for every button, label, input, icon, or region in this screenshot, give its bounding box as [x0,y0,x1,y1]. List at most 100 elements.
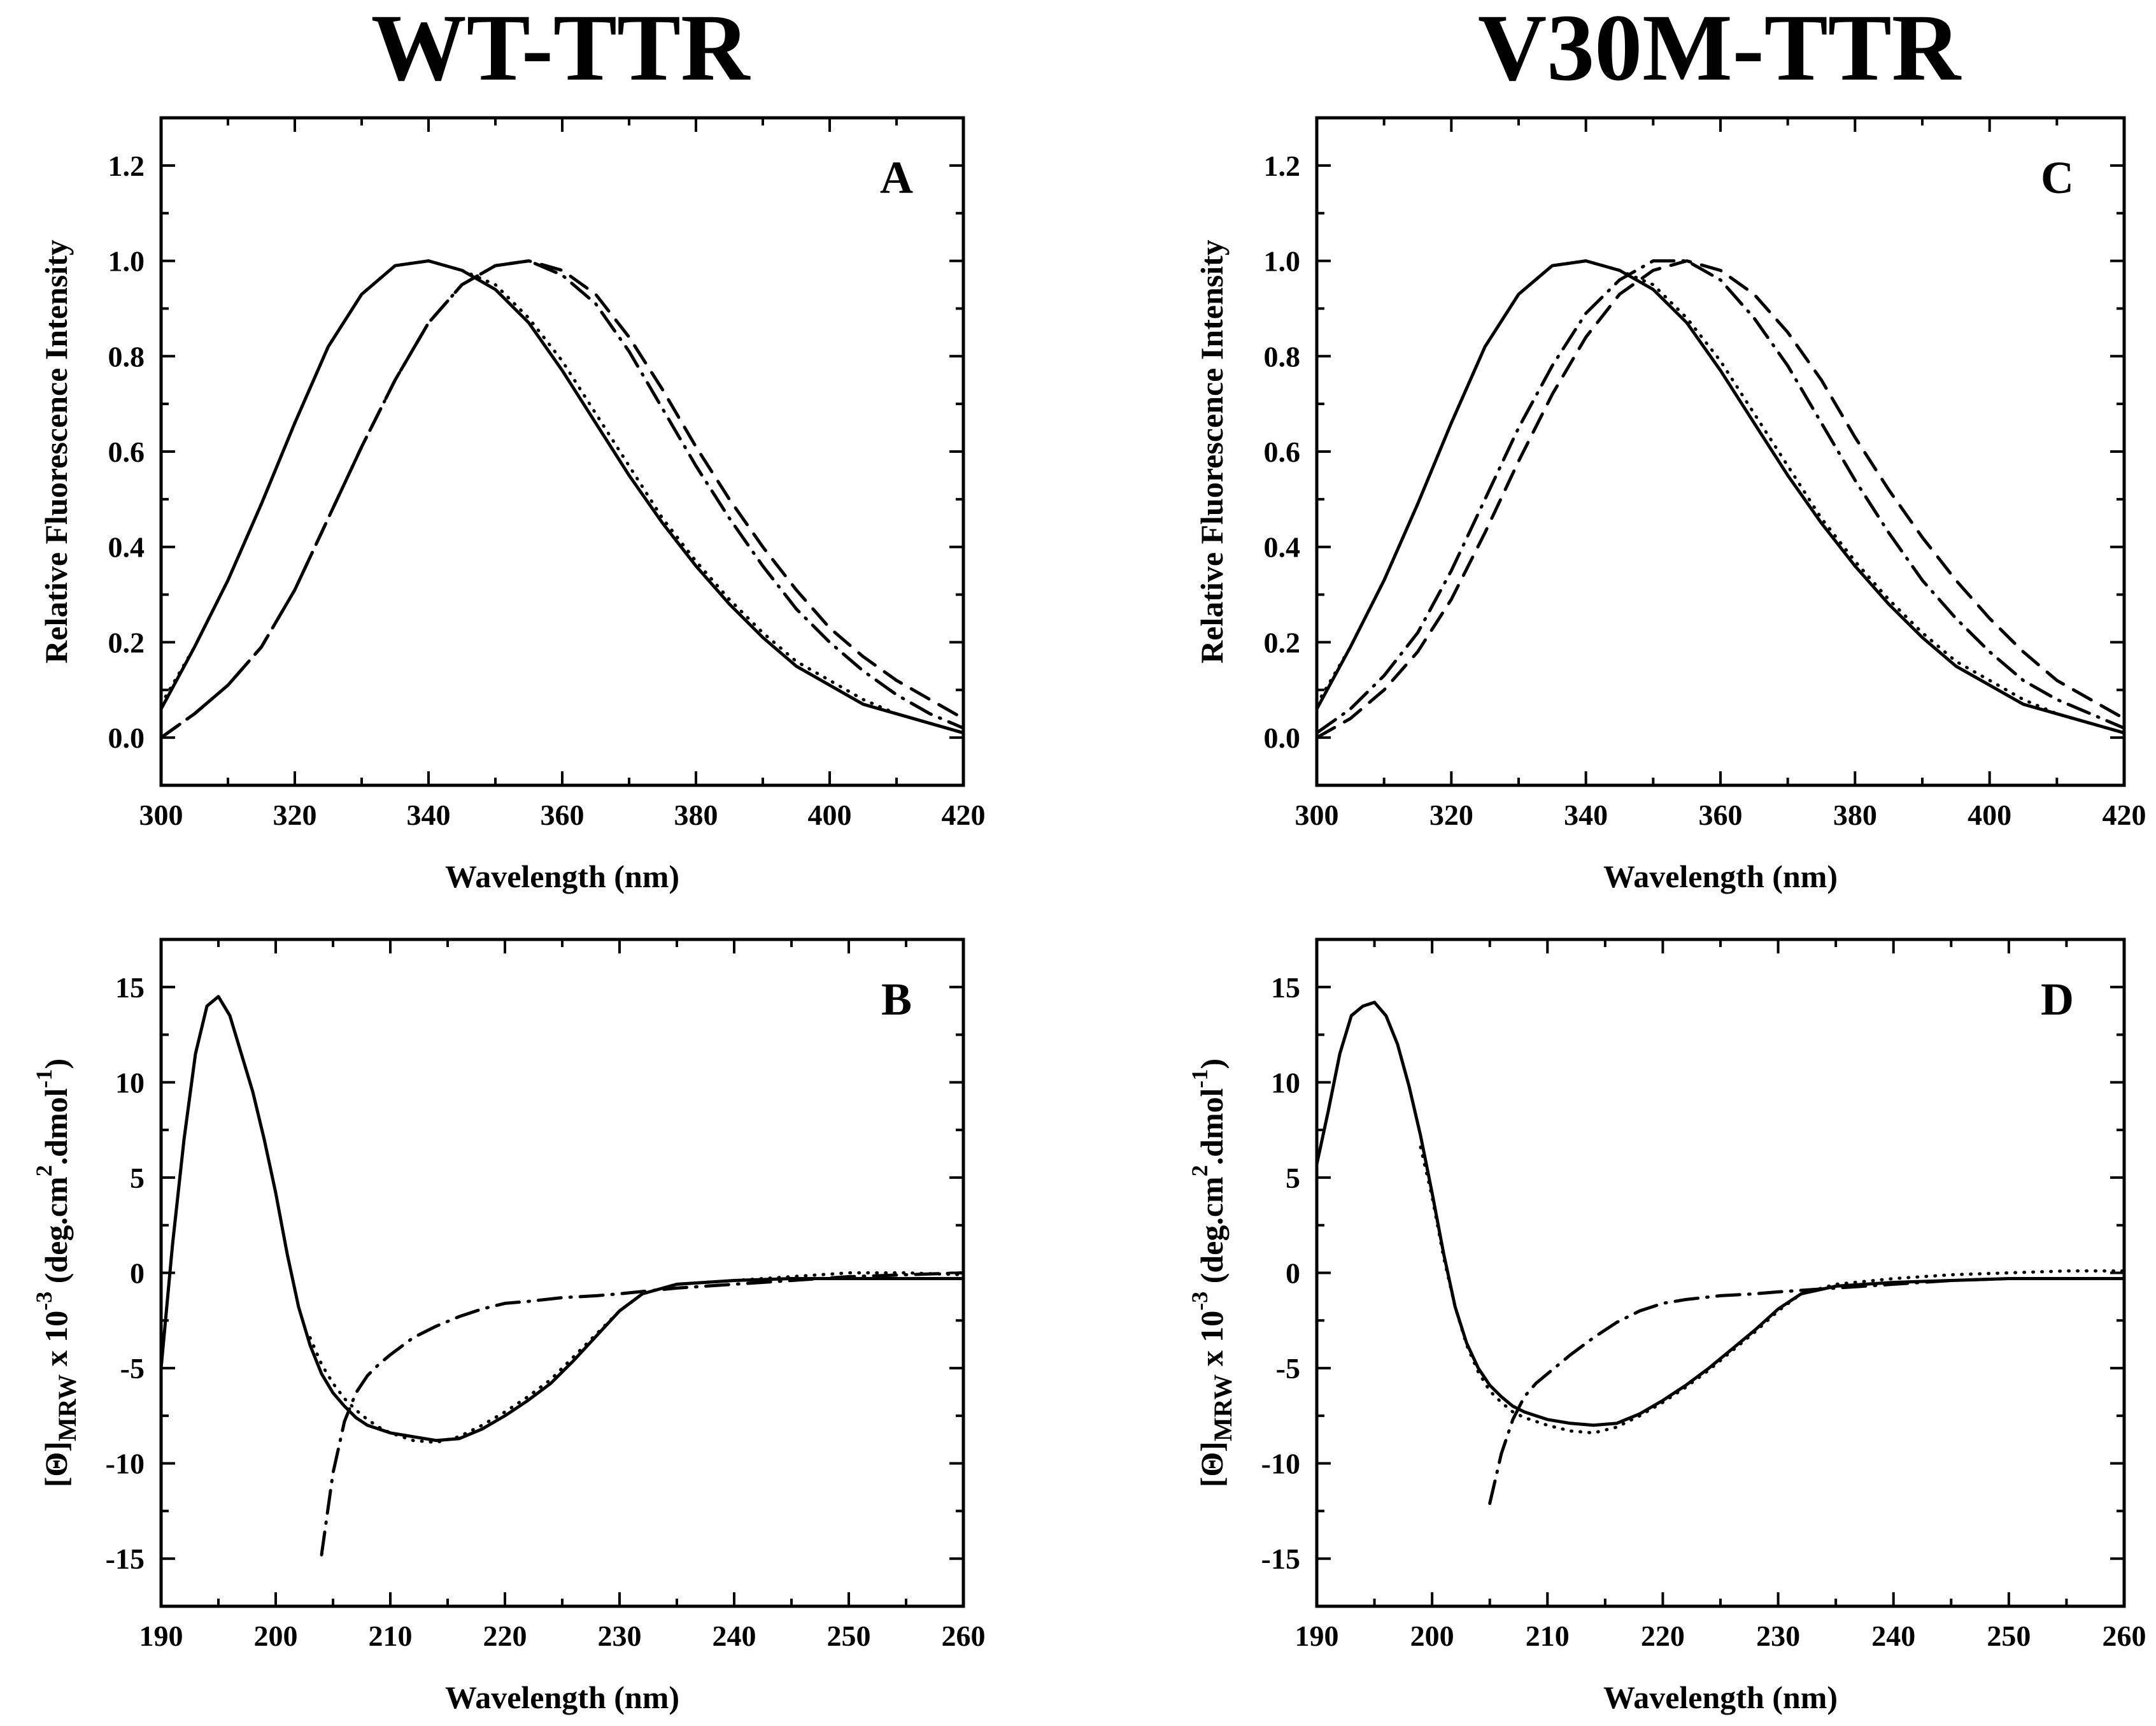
y-tick-label: -10 [1261,1448,1300,1480]
x-tick-label: 260 [2103,1620,2146,1652]
panel-d-cd-v30m: 190 200 210 220 230 240 250 260 -15 -10 -5 0 5 10 15 Wa… [1187,938,2146,1715]
y-tick-label: 0.8 [1264,340,1301,373]
panel-c-fluorescence-v30m: 300 320 340 360 380 400 420 0.0 0.2 0.4 0.6 0.8 1.0 1… [1194,116,2146,894]
panel-a-fluorescence-wt: 300 320 340 360 380 400 420 0.0 0.2 0.4 0.6 0.8 1.0 1… [38,116,986,894]
x-axis-label: Wavelength (nm) [1603,1680,1838,1715]
x-tick-label: 210 [1526,1620,1570,1652]
x-tick-label: 200 [254,1620,298,1652]
x-tick-label: 300 [139,799,183,831]
y-tick-label: 15 [115,971,145,1004]
x-tick-label: 250 [1987,1620,2031,1652]
y-tick-label: 0 [1286,1257,1300,1290]
x-tick-label: 240 [713,1620,756,1652]
x-tick-label: 320 [1429,799,1473,831]
y-tick-label: 15 [1271,971,1300,1004]
y-axis-label: Relative Fluorescence Intensity [1194,239,1230,664]
y-axis-label-part: .dmol [1194,1088,1230,1165]
x-tick-label: 360 [541,799,585,831]
y-axis-label-part: .dmol [38,1088,74,1165]
x-tick-label: 420 [2103,799,2146,831]
x-tick-label: 320 [273,799,317,831]
y-tick-label: 10 [115,1066,145,1099]
y-tick-label: 0.6 [108,436,145,468]
x-tick-label: 380 [674,799,718,831]
y-tick-label: 1.2 [108,150,145,182]
y-tick-label: 0 [130,1257,145,1290]
y-axis-label-part: -1 [31,1069,57,1088]
y-tick-label: 1.0 [1264,245,1301,278]
y-tick-label: -15 [106,1543,145,1575]
y-axis-label-part: 2 [31,1165,57,1176]
y-axis-label: [Θ]MRW x 10-3 (deg.cm2.dmol-1) [31,1059,82,1487]
x-tick-label: 340 [407,799,451,831]
x-tick-label: 230 [598,1620,642,1652]
y-axis-label-part: (deg.cm [1194,1176,1230,1292]
x-tick-label: 360 [1699,799,1743,831]
y-tick-label: 10 [1271,1066,1300,1099]
x-tick-label: 220 [1641,1620,1685,1652]
y-tick-label: 0.0 [108,722,145,754]
y-tick-label: -15 [1261,1543,1300,1575]
x-tick-label: 340 [1564,799,1608,831]
series-solid [1315,1001,2126,1427]
y-axis-label-part: [Θ] [1194,1441,1230,1487]
y-axis-label-part: -3 [1187,1292,1212,1311]
y-tick-label: 1.0 [108,245,145,278]
y-tick-label: -10 [106,1448,145,1480]
y-tick-label: 1.2 [1264,150,1301,182]
y-tick-label: 0.4 [108,531,145,564]
x-tick-label: 190 [1295,1620,1339,1652]
y-tick-label: 5 [130,1162,145,1194]
series-dashed [159,259,965,739]
x-tick-label: 380 [1833,799,1877,831]
x-tick-label: 420 [942,799,986,831]
series-dash-dot [1488,1277,2126,1505]
y-tick-label: 0.6 [1264,436,1301,468]
series-dash-dot [1315,259,2126,735]
panel-letter: A [880,152,913,203]
y-axis-label-part: -3 [31,1292,57,1311]
title-v30m-ttr: V30M-TTR [1478,0,1962,101]
x-axis-label: Wavelength (nm) [445,1680,679,1715]
y-tick-label: -5 [120,1352,145,1385]
y-axis-label: Relative Fluorescence Intensity [38,239,74,664]
x-tick-label: 220 [483,1620,527,1652]
y-tick-label: 0.2 [1264,626,1301,659]
series-dotted [1315,259,2126,735]
x-tick-label: 240 [1871,1620,1915,1652]
x-tick-label: 300 [1295,799,1339,831]
x-tick-label: 250 [827,1620,871,1652]
y-axis-label-part: ) [38,1059,74,1069]
series-solid [159,259,965,735]
x-tick-label: 400 [808,799,852,831]
x-axis-label: Wavelength (nm) [1603,859,1838,894]
panel-letter: D [2041,974,2074,1025]
x-axis-label: Wavelength (nm) [445,859,679,894]
y-tick-label: 0.2 [108,626,145,659]
y-axis-label-part: x 10 [38,1311,74,1374]
y-tick-label: -5 [1276,1352,1300,1385]
series-dashed [1315,259,2126,739]
panel-letter: C [2041,152,2074,203]
series-solid [159,995,965,1443]
plot-frame [1315,938,2126,1608]
y-axis-label-part: ) [1194,1059,1230,1069]
y-axis-label-part: x 10 [1194,1311,1230,1374]
y-tick-label: 0.0 [1264,722,1301,754]
series-dotted [1419,1145,2126,1435]
x-tick-label: 200 [1410,1620,1454,1652]
title-wt-ttr: WT-TTR [371,0,751,101]
y-tick-label: 0.4 [1264,531,1301,564]
series-dash-dot [159,259,965,739]
y-axis-label-part: [Θ] [38,1441,74,1487]
x-tick-label: 400 [1968,799,2011,831]
y-axis-label-part: (deg.cm [38,1176,74,1292]
x-tick-label: 230 [1756,1620,1800,1652]
y-tick-label: 0.8 [108,340,145,373]
series-dotted [308,1271,965,1444]
x-tick-label: 210 [369,1620,413,1652]
x-tick-label: 190 [139,1620,183,1652]
y-axis-label-part: MRW [1209,1374,1237,1441]
panel-letter: B [881,974,912,1025]
